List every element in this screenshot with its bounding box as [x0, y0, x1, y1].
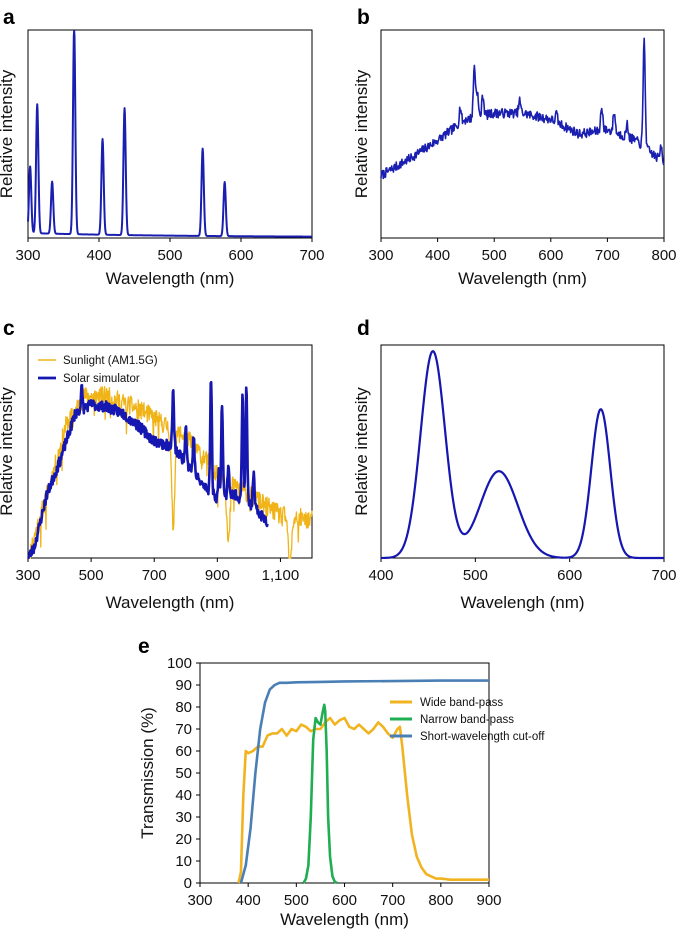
x-tick-label: 700	[380, 892, 405, 909]
x-tick-label: 400	[236, 892, 261, 909]
panel-d: d 400 500 600 700 Wavelengh (nm) Relative inte…	[352, 317, 677, 612]
x-axis-label: Wavelength (nm)	[106, 269, 235, 288]
series-line-a	[27, 30, 313, 238]
series-group-c	[27, 380, 313, 560]
x-axis-label: Wavelength (nm)	[106, 593, 235, 612]
x-tick-label: 300	[15, 247, 40, 264]
x-tick-label: 900	[476, 892, 501, 909]
x-tick-label: 600	[228, 247, 253, 264]
y-tick-label: 70	[175, 721, 192, 738]
y-tick-label: 90	[175, 677, 192, 694]
series-line-wide-band-pass	[237, 716, 489, 884]
panel-b: b 300 400 500 600 700 800 Wavelength (nm) Relati…	[352, 6, 677, 288]
panel-label-e: e	[138, 635, 150, 658]
series-line-d	[380, 350, 665, 560]
panel-a: a 300 400 500 600 700 Wavelength (nm) Relative …	[0, 6, 325, 288]
series-group-a	[27, 30, 313, 238]
y-axis-label: Relative intensity	[0, 387, 16, 516]
legend-label-narrow-band-pass: Narrow band-pass	[420, 714, 514, 726]
series-group-b	[380, 37, 665, 180]
y-axis-label: Relative intensity	[352, 69, 371, 198]
x-axis-label: Wavelength (nm)	[280, 910, 409, 929]
y-tick-label: 10	[175, 853, 192, 870]
y-axis-label: Relative intensity	[0, 69, 16, 198]
series-line-short-wavelength-cutoff	[239, 679, 489, 884]
x-tick-label: 400	[368, 567, 393, 584]
legend: Wide band-pass Narrow band-pass Short-wave…	[390, 697, 545, 743]
x-tick-label: 300	[15, 567, 40, 584]
panel-label-d: d	[357, 317, 370, 340]
y-axis-label: Relative intensity	[352, 387, 371, 516]
panel-label-a: a	[3, 6, 15, 29]
y-tick-label: 20	[175, 831, 192, 848]
legend-label-short-wavelength-cutoff: Short-wavelength cut-off	[420, 731, 545, 743]
y-axis-label: Transmission (%)	[138, 707, 157, 839]
series-group-e	[237, 679, 489, 885]
x-tick-label: 500	[284, 892, 309, 909]
y-tick-label: 100	[167, 655, 192, 672]
x-tick-label: 700	[142, 567, 167, 584]
x-tick-label: 700	[299, 247, 324, 264]
x-axis-label: Wavelengh (nm)	[460, 593, 584, 612]
x-tick-label: 800	[428, 892, 453, 909]
plot-frame-b	[380, 29, 665, 239]
series-line-solar-simulator	[27, 380, 269, 560]
x-tick-label: 500	[79, 567, 104, 584]
x-tick-label: 300	[368, 247, 393, 264]
y-tick-label: 30	[175, 809, 192, 826]
x-tick-label: 400	[86, 247, 111, 264]
x-tick-label: 500	[482, 247, 507, 264]
x-tick-label: 600	[538, 247, 563, 264]
x-axis-label: Wavelength (nm)	[458, 269, 587, 288]
x-tick-label: 700	[651, 567, 676, 584]
x-tick-label: 400	[425, 247, 450, 264]
x-tick-label: 1,100	[262, 567, 300, 584]
y-tick-label: 0	[184, 875, 192, 892]
y-tick-label: 50	[175, 765, 192, 782]
legend-label-wide-band-pass: Wide band-pass	[420, 697, 503, 709]
legend-label-solar-simulator: Solar simulator	[63, 373, 140, 385]
series-group-d	[380, 350, 665, 560]
y-tick-label: 40	[175, 787, 192, 804]
plot-frame-c	[27, 344, 313, 559]
panel-c: c 300 500 700 900 1,100 Wavelength (nm) Relativ…	[0, 317, 313, 612]
panel-label-c: c	[3, 317, 15, 340]
plot-frame-d	[380, 344, 665, 559]
panel-e: e 300 400 500 600 700 800 900 0 10 20 30 40 50 60 70 80 9…	[138, 635, 545, 929]
x-tick-label: 700	[595, 247, 620, 264]
x-tick-label: 500	[463, 567, 488, 584]
series-line-b	[380, 37, 665, 180]
series-line-narrow-band-pass	[302, 703, 338, 885]
x-tick-label: 600	[557, 567, 582, 584]
panel-label-b: b	[357, 6, 370, 29]
legend-label-sunlight: Sunlight (AM1.5G)	[63, 355, 158, 367]
x-tick-label: 500	[157, 247, 182, 264]
plot-frame-a	[27, 29, 313, 239]
x-tick-label: 600	[332, 892, 357, 909]
x-tick-label: 900	[205, 567, 230, 584]
x-tick-label: 300	[187, 892, 212, 909]
y-tick-label: 60	[175, 743, 192, 760]
x-tick-label: 800	[651, 247, 676, 264]
legend: Sunlight (AM1.5G) Solar simulator	[38, 355, 158, 385]
y-tick-label: 80	[175, 699, 192, 716]
series-line-sunlight	[27, 386, 313, 559]
